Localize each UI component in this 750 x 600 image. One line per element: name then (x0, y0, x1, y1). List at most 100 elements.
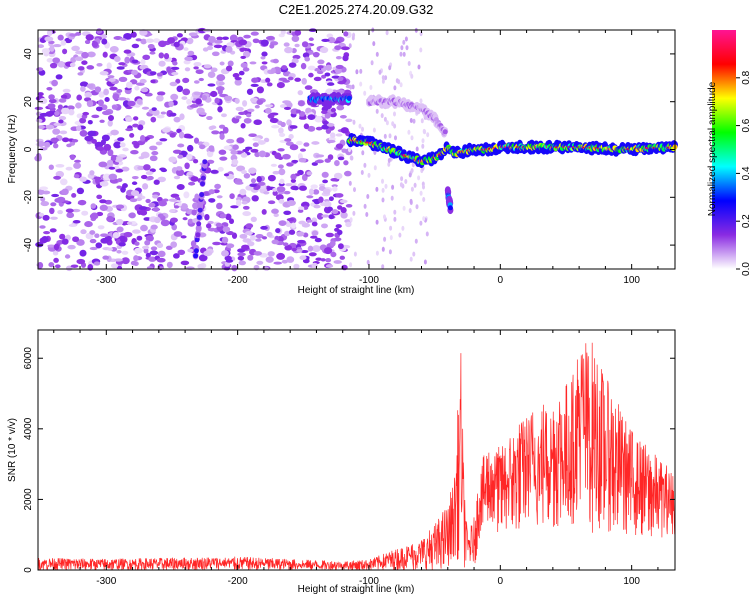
heatmap-cell (252, 142, 259, 147)
heatmap-cell (193, 62, 202, 67)
heatmap-cell (99, 71, 109, 76)
heatmap-cell (183, 191, 190, 199)
heatmap-cell (236, 137, 245, 144)
heatmap-cell (215, 222, 223, 228)
heatmap-cell (172, 61, 178, 66)
heatmap-cell (290, 173, 297, 180)
heatmap-cell (76, 187, 85, 195)
heatmap-cell (221, 250, 229, 257)
heatmap-cell (332, 186, 338, 192)
heatmap-cell (199, 192, 205, 198)
heatmap-cell (415, 146, 419, 152)
heatmap-cell (314, 67, 320, 72)
heatmap-cell (86, 65, 95, 70)
heatmap-cell (123, 231, 133, 238)
heatmap-cell (212, 241, 222, 246)
heatmap-cell (74, 159, 81, 163)
heatmap-cell (187, 218, 194, 224)
heatmap-cell (95, 177, 101, 185)
heatmap-cell (225, 259, 234, 263)
heatmap-cell (314, 237, 322, 243)
heatmap-cell (287, 76, 294, 81)
heatmap-cell (106, 159, 114, 166)
heatmap-cell (312, 51, 320, 58)
heatmap-cell (267, 200, 276, 205)
heatmap-cell (238, 111, 246, 116)
heatmap-cell (131, 181, 138, 185)
heatmap-cell (345, 118, 353, 123)
heatmap-cell (207, 227, 217, 232)
heatmap-cell (133, 255, 139, 262)
heatmap-cell (353, 187, 356, 193)
heatmap-cell (381, 178, 384, 184)
heatmap-cell (170, 241, 178, 248)
heatmap-cell (70, 56, 77, 64)
heatmap-cell (119, 235, 126, 243)
heatmap-cell (321, 124, 329, 130)
heatmap-cell (145, 171, 154, 176)
heatmap-cell (339, 115, 347, 119)
heatmap-cell (176, 33, 183, 38)
heatmap-cell (320, 258, 326, 262)
heatmap-cell (183, 47, 189, 51)
heatmap-cell (208, 36, 216, 43)
heatmap-cell (188, 181, 196, 186)
heatmap-cell (213, 44, 223, 49)
heatmap-cell (149, 145, 158, 151)
heatmap-cell (402, 205, 406, 211)
heatmap-cell (148, 256, 157, 262)
heatmap-cell (242, 205, 250, 210)
heatmap-cell (401, 225, 405, 231)
spectrogram-y-tick-label: 40 (23, 48, 34, 60)
heatmap-cell (210, 67, 218, 73)
heatmap-cell (48, 98, 57, 104)
heatmap-cell (59, 178, 68, 186)
heatmap-cell (293, 263, 300, 270)
heatmap-cell (279, 104, 287, 109)
heatmap-cell (339, 255, 346, 260)
heatmap-cell (256, 86, 264, 94)
heatmap-cell (315, 154, 325, 158)
heatmap-cell (79, 81, 89, 87)
heatmap-cell (314, 115, 323, 123)
heatmap-cell (292, 54, 301, 60)
heatmap-cell (193, 159, 199, 164)
heatmap-cell (69, 62, 76, 68)
snr-series-line (37, 342, 676, 571)
heatmap-cell (168, 100, 174, 108)
heatmap-cell (384, 183, 388, 189)
heatmap-cell (302, 52, 310, 58)
heatmap-cell (296, 249, 303, 253)
heatmap-cell (173, 231, 183, 237)
heatmap-cell (393, 216, 397, 222)
heatmap-cell (158, 200, 168, 207)
heatmap-cell (247, 241, 255, 247)
heatmap-cell (113, 161, 120, 165)
heatmap-cell (298, 220, 306, 225)
heatmap-cell (261, 236, 268, 240)
heatmap-cell (135, 82, 145, 86)
heatmap-cell (410, 135, 414, 141)
heatmap-cell (95, 242, 103, 249)
heatmap-cell (311, 245, 321, 253)
snr-x-axis-label: Height of straight line (km) (298, 584, 415, 595)
heatmap-cell (393, 85, 397, 91)
heatmap-cell (329, 240, 336, 247)
heatmap-cell (36, 67, 44, 72)
heatmap-cell (255, 238, 262, 242)
heatmap-cell (299, 185, 307, 191)
heatmap-cell (121, 257, 130, 265)
heatmap-cell (168, 156, 177, 163)
heatmap-cell (46, 87, 53, 91)
heatmap-cell (96, 194, 103, 200)
heatmap-cell (291, 58, 299, 64)
heatmap-cell (139, 65, 147, 70)
heatmap-cell (340, 207, 347, 214)
heatmap-cell (372, 41, 376, 47)
heatmap-cell (141, 106, 150, 110)
heatmap-cell (333, 172, 343, 180)
colorbar-ticks: 0.0 0.2 0.4 0.6 0.8 (736, 70, 750, 276)
heatmap-cell (180, 203, 188, 210)
heatmap-cell (265, 256, 274, 263)
